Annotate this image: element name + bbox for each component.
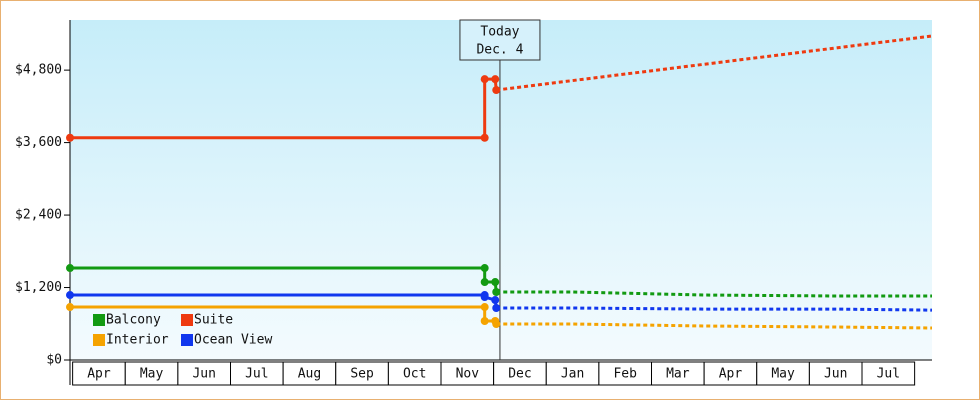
month-cell xyxy=(861,361,916,386)
point xyxy=(491,75,500,84)
forecast-line xyxy=(496,34,933,92)
point xyxy=(480,293,489,302)
x-tick-label: Apr xyxy=(87,367,111,382)
point xyxy=(480,75,489,84)
forecast-line xyxy=(496,290,932,298)
point xyxy=(492,288,501,296)
x-tick-label: Dec xyxy=(508,367,531,382)
x-tick-label: Jul xyxy=(877,367,900,382)
point xyxy=(480,264,489,273)
x-tick-label: Aug xyxy=(298,367,321,382)
point xyxy=(480,303,489,312)
plot-area xyxy=(70,20,932,360)
legend-swatch xyxy=(181,334,193,346)
y-tick-label: $4,800 xyxy=(15,63,62,78)
x-tick-label: Oct xyxy=(403,367,426,382)
legend-swatch xyxy=(93,314,105,326)
point xyxy=(480,316,489,325)
y-tick-label: $1,200 xyxy=(15,280,62,295)
point xyxy=(66,133,74,142)
today-box xyxy=(459,19,541,61)
x-tick-label: Mar xyxy=(666,367,690,382)
legend-label: Balcony xyxy=(106,313,161,328)
y-tick-label: $0 xyxy=(46,353,62,368)
x-tick-label: Jun xyxy=(824,367,847,382)
point xyxy=(491,296,500,305)
legend-label: Suite xyxy=(194,313,233,328)
today-date: Dec. 4 xyxy=(476,43,523,58)
point xyxy=(66,303,74,312)
x-tick-label: May xyxy=(140,367,164,382)
point xyxy=(492,320,501,329)
x-tick-label: Jun xyxy=(192,367,215,382)
legend-swatch xyxy=(93,334,105,346)
point xyxy=(480,133,489,142)
y-tick-label: $2,400 xyxy=(15,208,62,223)
y-tick-label: $3,600 xyxy=(15,135,62,150)
x-tick-label: Jan xyxy=(561,367,584,382)
legend-swatch xyxy=(181,314,193,326)
legend-label: Ocean View xyxy=(194,333,272,348)
x-tick-label: Feb xyxy=(613,367,637,382)
x-tick-label: Nov xyxy=(456,367,480,382)
today-label: Today xyxy=(480,25,519,40)
point xyxy=(492,304,501,313)
x-tick-label: Apr xyxy=(719,367,743,382)
point xyxy=(491,278,500,287)
x-tick-label: Sep xyxy=(350,367,374,382)
point xyxy=(480,278,489,287)
point xyxy=(66,291,74,300)
x-tick-label: May xyxy=(771,367,795,382)
legend-label: Interior xyxy=(106,333,169,348)
x-tick-label: Jul xyxy=(245,367,268,382)
forecast-line xyxy=(496,322,933,330)
forecast-line xyxy=(496,306,933,312)
point xyxy=(66,264,74,273)
point xyxy=(492,86,501,95)
